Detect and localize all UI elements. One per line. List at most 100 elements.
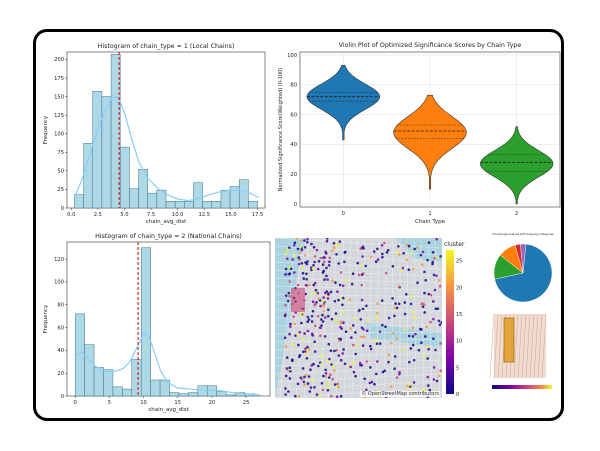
map-point — [409, 387, 413, 390]
map-point — [337, 262, 340, 265]
map-point — [312, 363, 315, 366]
map-point — [343, 362, 347, 366]
map-point — [414, 332, 417, 336]
map-point — [288, 295, 291, 298]
map-point — [412, 358, 416, 362]
street-line — [275, 269, 442, 277]
map-point — [325, 290, 329, 293]
map-point — [340, 311, 344, 314]
violin-body — [393, 94, 467, 190]
map-point — [432, 366, 436, 369]
thumb-street — [541, 314, 547, 379]
map-point — [395, 376, 399, 379]
map-point — [432, 337, 435, 340]
map-point — [369, 255, 373, 259]
map-point — [300, 311, 303, 315]
map-point — [310, 242, 313, 246]
map-point — [326, 359, 329, 362]
map-point — [342, 348, 345, 351]
map-point — [393, 367, 396, 370]
street-line — [275, 373, 442, 383]
street-line — [391, 238, 394, 398]
map-point — [317, 260, 321, 263]
map-point — [294, 394, 297, 398]
map-point — [329, 290, 333, 294]
map-point — [320, 318, 323, 321]
map-point — [327, 264, 331, 267]
histogram-bar — [238, 179, 249, 209]
map-point — [393, 355, 397, 358]
map-point — [321, 263, 325, 266]
map-point — [349, 365, 352, 369]
map-point — [284, 374, 288, 378]
map-point — [365, 360, 369, 363]
map-point — [311, 267, 315, 270]
map-point — [302, 350, 305, 353]
map-point — [315, 301, 318, 304]
map-point — [352, 370, 356, 374]
map-point — [384, 271, 388, 275]
map-point — [429, 293, 433, 297]
map-point — [296, 382, 300, 386]
map-point — [329, 349, 333, 352]
map-point — [434, 348, 437, 352]
map-point — [308, 390, 312, 393]
map-point — [352, 343, 355, 347]
map-point — [288, 272, 292, 275]
histogram-bar — [131, 359, 142, 397]
histogram-bar — [122, 388, 133, 397]
colorbar-title: cluster — [444, 241, 465, 248]
histogram-bar — [110, 53, 121, 209]
map-point — [307, 375, 311, 378]
map-point — [326, 238, 329, 240]
histogram-bar — [84, 344, 95, 397]
map-point — [411, 267, 415, 271]
map-point — [398, 372, 401, 376]
water-area — [275, 238, 305, 398]
map-point — [435, 379, 439, 383]
map-point — [421, 305, 425, 309]
map-point — [300, 377, 304, 381]
map-point — [375, 372, 378, 376]
map-point — [432, 317, 435, 321]
kde-line — [73, 95, 259, 202]
map-point — [387, 316, 391, 320]
map-point — [327, 376, 331, 379]
chart-title: Violin Plot of Optimized Significance Sc… — [339, 42, 522, 49]
chart-title: Histogram of chain_type = 1 (Local Chain… — [98, 43, 235, 50]
map-point — [306, 329, 310, 333]
street-line — [275, 331, 442, 335]
map-point — [284, 345, 288, 348]
y-axis-label: Frequency — [43, 115, 49, 144]
map-point — [312, 245, 316, 249]
map-point — [427, 347, 430, 351]
street-line — [275, 324, 442, 327]
map-point — [429, 320, 432, 324]
map-point — [428, 388, 432, 392]
map-point — [376, 360, 379, 363]
map-point — [332, 246, 336, 249]
map-point — [397, 245, 400, 248]
map-point — [365, 329, 369, 333]
map-point — [397, 284, 401, 288]
map-point — [293, 322, 296, 326]
map-point — [322, 260, 326, 264]
x-tick-label: 15.0 — [225, 212, 237, 218]
map-point — [307, 318, 311, 321]
y-tick-label: 150 — [54, 94, 64, 100]
map-point — [304, 373, 308, 377]
map-point — [320, 362, 323, 366]
map-point — [351, 361, 355, 365]
map-point — [414, 316, 417, 320]
map-point — [439, 369, 442, 372]
map-point — [331, 249, 334, 253]
map-point — [390, 385, 393, 388]
map-point — [336, 290, 339, 293]
y-tick-label: 120 — [54, 257, 64, 263]
y-tick-label: 0 — [61, 394, 64, 400]
violin-body — [479, 126, 554, 205]
map-point — [387, 353, 391, 357]
map-point — [313, 340, 316, 344]
map-point — [416, 281, 419, 284]
map-point — [304, 292, 307, 296]
